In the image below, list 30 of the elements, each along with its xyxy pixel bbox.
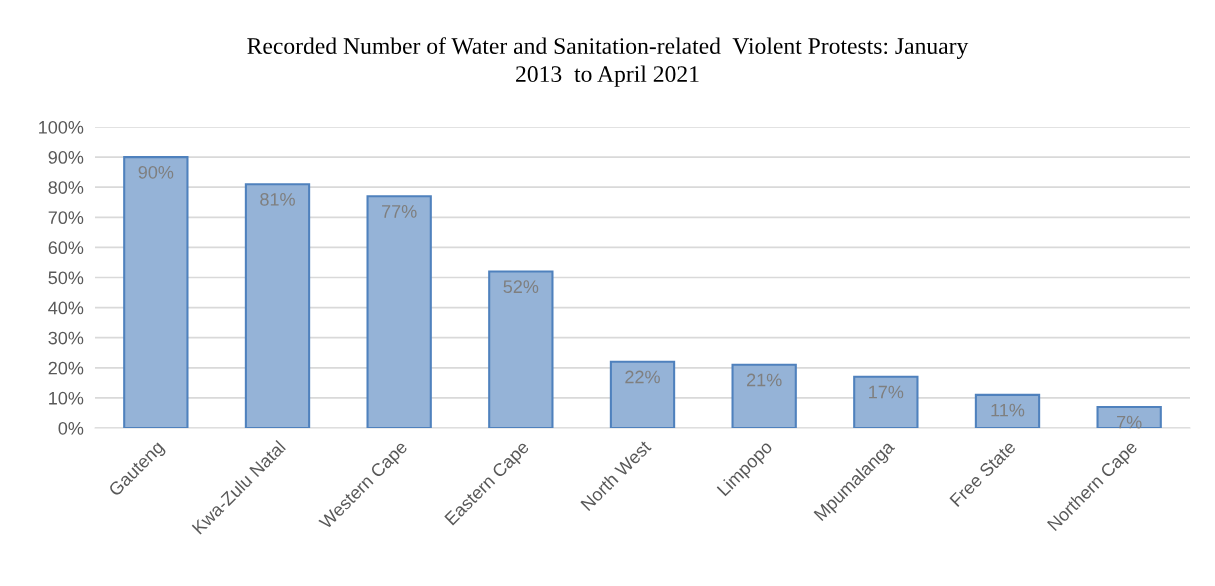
- y-tick-label: 50%: [48, 271, 84, 285]
- data-label: 22%: [625, 370, 660, 384]
- data-label: 17%: [869, 385, 904, 399]
- data-label: 81%: [260, 193, 295, 206]
- y-tick-label: 0%: [58, 421, 84, 435]
- chart-title: Recorded Number of Water and Sanitation-related Violent Protests: January 2013 to April 2021: [247, 37, 969, 87]
- y-tick-label: 30%: [48, 331, 84, 345]
- data-label: 11%: [991, 403, 1025, 417]
- y-tick-label: 90%: [48, 151, 84, 164]
- bar: [853, 375, 919, 428]
- y-tick-label: 40%: [48, 301, 84, 315]
- bar: [244, 183, 311, 428]
- bar: [366, 195, 432, 428]
- data-label: 77%: [382, 205, 417, 218]
- y-tick-label: 10%: [49, 391, 84, 405]
- bar: [609, 360, 676, 428]
- data-label: 52%: [503, 280, 539, 294]
- bar: [123, 156, 189, 428]
- bar: [731, 363, 797, 428]
- bar: [974, 393, 1041, 428]
- data-label: 90%: [138, 165, 174, 179]
- data-label: 7%: [1117, 415, 1142, 429]
- y-tick-label: 20%: [48, 361, 84, 375]
- data-label: 21%: [747, 373, 782, 387]
- y-tick-label: 70%: [48, 211, 84, 225]
- bar: [1096, 405, 1162, 428]
- y-tick-label: 80%: [48, 181, 84, 194]
- y-tick-label: 100%: [39, 120, 84, 134]
- y-tick-label: 60%: [48, 241, 84, 255]
- bar: [488, 270, 554, 428]
